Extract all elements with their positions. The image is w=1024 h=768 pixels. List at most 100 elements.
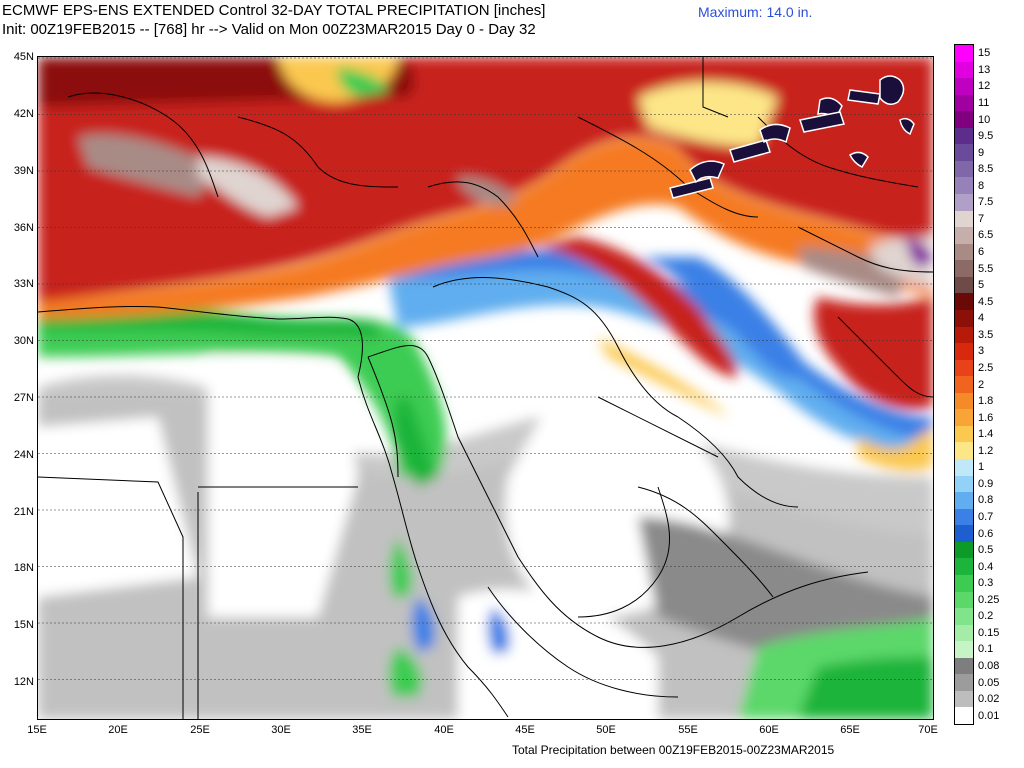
legend-swatch [955, 690, 973, 708]
legend-swatch [955, 210, 973, 228]
legend-label: 10 [978, 113, 991, 126]
legend-label: 11 [978, 96, 990, 109]
legend-label: 0.6 [978, 527, 994, 540]
lon-label: 70E [918, 724, 938, 736]
lat-label: 21N [13, 506, 34, 518]
legend-label: 0.3 [978, 577, 994, 590]
legend-swatch [955, 558, 973, 576]
legend-swatch [955, 641, 973, 659]
legend-swatch [955, 45, 973, 63]
chart-title: ECMWF EPS-ENS EXTENDED Control 32-DAY TO… [2, 2, 546, 19]
legend-swatch [955, 160, 973, 178]
lat-label: 27N [13, 392, 34, 404]
lat-label: 33N [13, 278, 34, 290]
lon-label: 60E [759, 724, 779, 736]
legend-label: 9.5 [978, 130, 994, 143]
lon-label: 55E [678, 724, 698, 736]
lat-label: 24N [13, 449, 34, 461]
legend-swatch [955, 591, 973, 609]
legend-label: 13 [978, 63, 991, 76]
lat-label: 30N [13, 335, 34, 347]
legend-label: 6 [978, 246, 985, 258]
lon-label: 65E [840, 724, 860, 736]
legend-swatch [955, 608, 973, 626]
lon-label: 30E [271, 724, 291, 736]
precipitation-map[interactable] [37, 56, 934, 720]
legend-label: 0.2 [978, 610, 994, 623]
legend-label: 4 [978, 312, 985, 325]
legend-swatch [955, 674, 973, 692]
legend-swatch [955, 475, 973, 493]
legend-swatch [955, 392, 973, 410]
legend-swatch [955, 127, 973, 145]
lon-label: 35E [352, 724, 372, 736]
graticule [38, 57, 933, 680]
legend-swatch [955, 343, 973, 361]
legend-swatch [955, 508, 973, 526]
legend-label: 3.5 [978, 328, 994, 341]
legend-label: 0.05 [978, 676, 1000, 689]
lat-label: 39N [13, 165, 34, 177]
legend-swatch [955, 144, 973, 162]
legend-label: 12 [978, 80, 991, 93]
watermark [669, 75, 915, 199]
legend-label: 2.5 [978, 361, 994, 374]
legend-swatch [955, 459, 973, 477]
legend-swatch [955, 442, 973, 460]
legend-label: 0.5 [978, 544, 994, 557]
legend-label: 4.5 [978, 295, 994, 308]
legend-swatch [955, 541, 973, 559]
legend-label: 7.5 [978, 196, 994, 209]
lat-label: 18N [13, 562, 34, 574]
legend-label: 2 [978, 378, 985, 391]
lon-label: 20E [108, 724, 128, 736]
legend-swatch [955, 574, 973, 592]
legend-label: 0.9 [978, 477, 994, 490]
legend-swatch [955, 492, 973, 510]
lat-label: 45N [13, 51, 34, 63]
legend-swatch [955, 227, 973, 245]
legend-label: 0.25 [978, 593, 1000, 606]
legend-label: 1.6 [978, 411, 994, 424]
legend-swatch [955, 243, 973, 261]
lon-label: 25E [190, 724, 210, 736]
legend-label: 0.02 [978, 693, 1000, 706]
legend-swatch [955, 111, 973, 129]
legend-label: 8.5 [978, 163, 994, 176]
legend-swatch [955, 194, 973, 212]
legend-swatch [955, 707, 973, 725]
legend-swatch [955, 624, 973, 642]
footer-caption: Total Precipitation between 00Z19FEB2015… [512, 743, 835, 757]
lon-label: 40E [434, 724, 454, 736]
legend-swatch [955, 61, 973, 79]
legend-swatch [955, 326, 973, 344]
lon-label: 45E [515, 724, 535, 736]
legend-label: 15 [978, 47, 991, 60]
legend-label: 1.4 [978, 428, 994, 441]
legend-swatch [955, 78, 973, 96]
legend-label: 0.8 [978, 494, 994, 507]
legend-swatch [955, 409, 973, 427]
legend-label: 8 [978, 179, 985, 192]
legend-label: 1 [978, 461, 985, 474]
legend-swatch [955, 359, 973, 377]
legend-label: 0.08 [978, 660, 1000, 673]
lat-label: 12N [13, 676, 34, 688]
legend-label: 0.01 [978, 709, 1000, 722]
lat-label: 36N [13, 222, 34, 234]
legend-label: 1.8 [978, 395, 994, 408]
legend-swatch [955, 657, 973, 675]
legend-swatch [955, 94, 973, 112]
legend-swatch [955, 376, 973, 394]
legend-swatch [955, 525, 973, 543]
legend-label: 9 [978, 146, 985, 159]
lon-label: 50E [596, 724, 616, 736]
legend-label: 0.7 [978, 510, 994, 523]
lat-label: 15N [13, 619, 34, 631]
lon-label: 15E [27, 724, 47, 736]
legend-swatch [955, 260, 973, 278]
color-scale-legend [954, 44, 974, 725]
legend-label: 5 [978, 279, 985, 292]
legend-label: 7 [978, 212, 985, 225]
lat-label: 42N [13, 108, 34, 120]
